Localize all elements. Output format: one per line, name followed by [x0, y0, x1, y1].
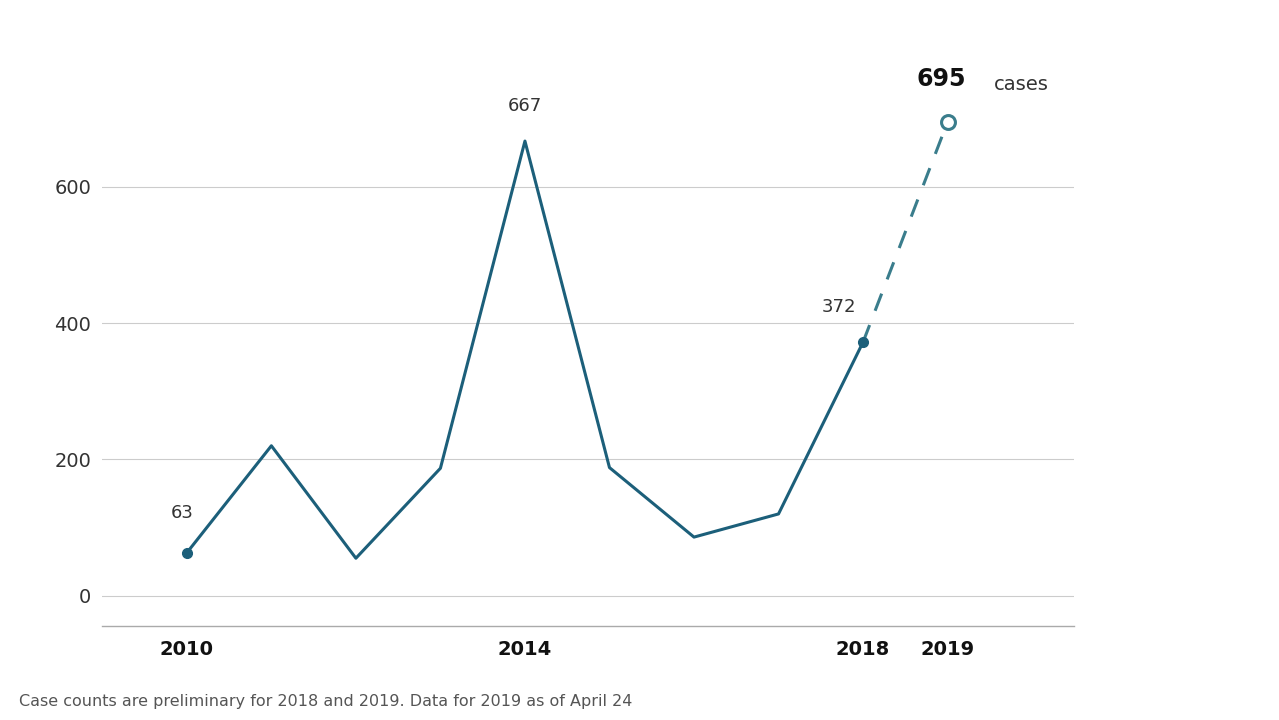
Text: 695: 695 — [916, 67, 966, 91]
Text: 667: 667 — [508, 97, 542, 115]
Text: Case counts are preliminary for 2018 and 2019. Data for 2019 as of April 24: Case counts are preliminary for 2018 and… — [19, 694, 633, 709]
Text: 63: 63 — [171, 504, 194, 522]
Text: cases: cases — [994, 75, 1049, 94]
Text: 372: 372 — [822, 298, 856, 316]
